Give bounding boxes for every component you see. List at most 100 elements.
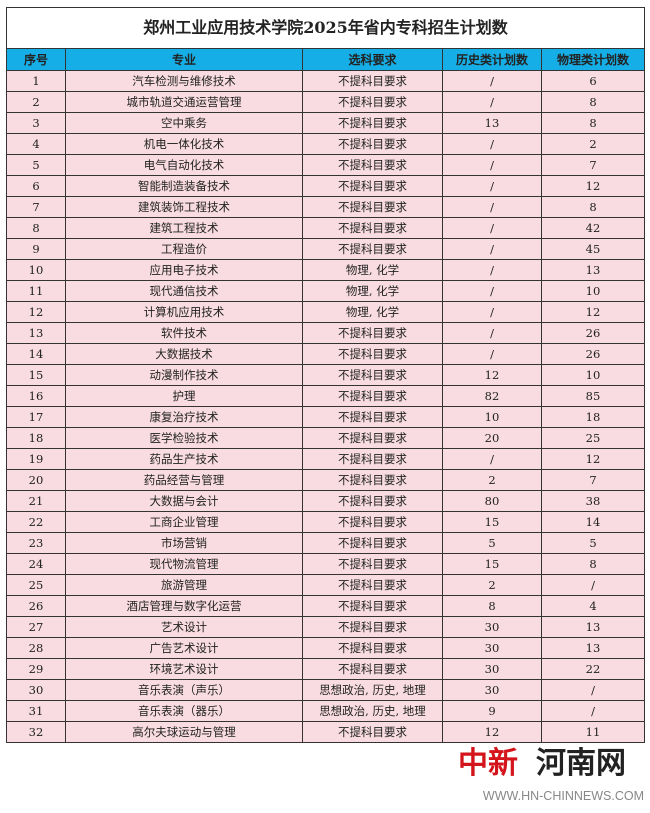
enrollment-plan-table: 郑州工业应用技术学院2025年省内专科招生计划数 序号 专业 选科要求 历史类计划数物… [6,7,645,743]
table-row: 13 软件技术 不提科目要求/26 [6,322,645,344]
table-row: 17 康复治疗技术 不提科目要求 10 18 [6,406,645,428]
cell-index: 32 [6,721,66,743]
cell-subject-requirement: 物理, 化学 [302,259,443,281]
cell-major: 药品生产技术 [65,448,303,470]
cell-major: 智能制造装备技术 [65,175,303,197]
cell-history-plan: 80 [442,490,542,512]
cell-index: 4 [6,133,66,155]
cell-index: 25 [6,574,66,596]
cell-index: 23 [6,532,66,554]
cell-subject-requirement: 不提科目要求 [302,196,443,218]
cell-history-plan: 10 [442,406,542,428]
cell-history-plan: / [442,133,542,155]
table-row: 29 环境艺术设计 不提科目要求 30 22 [6,658,645,680]
cell-index: 29 [6,658,66,680]
cell-physics-plan: 4 [541,595,645,617]
cell-subject-requirement: 不提科目要求 [302,322,443,344]
table-row: 31 音乐表演（器乐） 思想政治, 历史, 地理 9/ [6,700,645,722]
cell-physics-plan: / [541,574,645,596]
cell-history-plan: 5 [442,532,542,554]
cell-physics-plan: 38 [541,490,645,512]
table-row: 11 现代通信技术 物理, 化学/10 [6,280,645,302]
table-row: 7 建筑装饰工程技术 不提科目要求/8 [6,196,645,218]
cell-physics-plan: 10 [541,364,645,386]
cell-major: 应用电子技术 [65,259,303,281]
cell-major: 软件技术 [65,322,303,344]
table-row: 28 广告艺术设计 不提科目要求 30 13 [6,637,645,659]
cell-major: 酒店管理与数字化运营 [65,595,303,617]
cell-physics-plan: 26 [541,343,645,365]
cell-history-plan: / [442,280,542,302]
header-history-plan: 历史类计划数 [442,48,542,71]
cell-index: 21 [6,490,66,512]
table-row: 8 建筑工程技术 不提科目要求/42 [6,217,645,239]
cell-history-plan: 15 [442,553,542,575]
cell-major: 音乐表演（器乐） [65,700,303,722]
cell-history-plan: 2 [442,574,542,596]
table-row: 6 智能制造装备技术 不提科目要求/12 [6,175,645,197]
watermark-logo: 中新 河南网 WWW.HN-CHINNEWS.COM [444,746,644,808]
cell-subject-requirement: 不提科目要求 [302,91,443,113]
cell-physics-plan: / [541,679,645,701]
cell-physics-plan: 13 [541,616,645,638]
cell-major: 康复治疗技术 [65,406,303,428]
cell-history-plan: 12 [442,721,542,743]
cell-history-plan: / [442,154,542,176]
table-row: 5 电气自动化技术 不提科目要求/7 [6,154,645,176]
cell-index: 30 [6,679,66,701]
cell-history-plan: / [442,238,542,260]
cell-major: 高尔夫球运动与管理 [65,721,303,743]
header-subject-requirement: 选科要求 [302,48,443,71]
cell-subject-requirement: 不提科目要求 [302,343,443,365]
cell-index: 11 [6,280,66,302]
header-major: 专业 [65,48,303,71]
cell-major: 汽车检测与维修技术 [65,70,303,92]
table-row: 32 高尔夫球运动与管理 不提科目要求 12 11 [6,721,645,743]
cell-physics-plan: 5 [541,532,645,554]
cell-subject-requirement: 物理, 化学 [302,301,443,323]
cell-major: 广告艺术设计 [65,637,303,659]
table-row: 2 城市轨道交通运营管理 不提科目要求/8 [6,91,645,113]
cell-major: 药品经营与管理 [65,469,303,491]
cell-physics-plan: 11 [541,721,645,743]
cell-physics-plan: 10 [541,280,645,302]
cell-history-plan: / [442,175,542,197]
cell-physics-plan: 25 [541,427,645,449]
cell-physics-plan: 7 [541,469,645,491]
cell-physics-plan: 12 [541,448,645,470]
cell-history-plan: 30 [442,637,542,659]
table-row: 1 汽车检测与维修技术 不提科目要求/6 [6,70,645,92]
cell-index: 17 [6,406,66,428]
cell-history-plan: 30 [442,679,542,701]
cell-major: 空中乘务 [65,112,303,134]
cell-major: 音乐表演（声乐） [65,679,303,701]
cell-physics-plan: 8 [541,196,645,218]
cell-history-plan: / [442,259,542,281]
cell-history-plan: / [442,322,542,344]
table-row: 21 大数据与会计 不提科目要求 80 38 [6,490,645,512]
cell-history-plan: 13 [442,112,542,134]
table-row: 26 酒店管理与数字化运营 不提科目要求 8 4 [6,595,645,617]
table-row: 19 药品生产技术 不提科目要求/12 [6,448,645,470]
cell-subject-requirement: 不提科目要求 [302,637,443,659]
cell-major: 电气自动化技术 [65,154,303,176]
table-row: 3 空中乘务 不提科目要求 13 8 [6,112,645,134]
cell-physics-plan: 13 [541,637,645,659]
cell-history-plan: / [442,217,542,239]
cell-subject-requirement: 不提科目要求 [302,721,443,743]
table-row: 18 医学检验技术 不提科目要求 20 25 [6,427,645,449]
cell-physics-plan: 6 [541,70,645,92]
cell-index: 6 [6,175,66,197]
cell-index: 22 [6,511,66,533]
cell-major: 旅游管理 [65,574,303,596]
cell-subject-requirement: 不提科目要求 [302,406,443,428]
cell-subject-requirement: 不提科目要求 [302,553,443,575]
table-row: 30 音乐表演（声乐） 思想政治, 历史, 地理 30/ [6,679,645,701]
table-row: 27 艺术设计 不提科目要求 30 13 [6,616,645,638]
table-row: 15 动漫制作技术 不提科目要求 12 10 [6,364,645,386]
cell-physics-plan: 7 [541,154,645,176]
table-row: 4 机电一体化技术 不提科目要求/2 [6,133,645,155]
cell-major: 建筑装饰工程技术 [65,196,303,218]
cell-index: 15 [6,364,66,386]
cell-index: 14 [6,343,66,365]
